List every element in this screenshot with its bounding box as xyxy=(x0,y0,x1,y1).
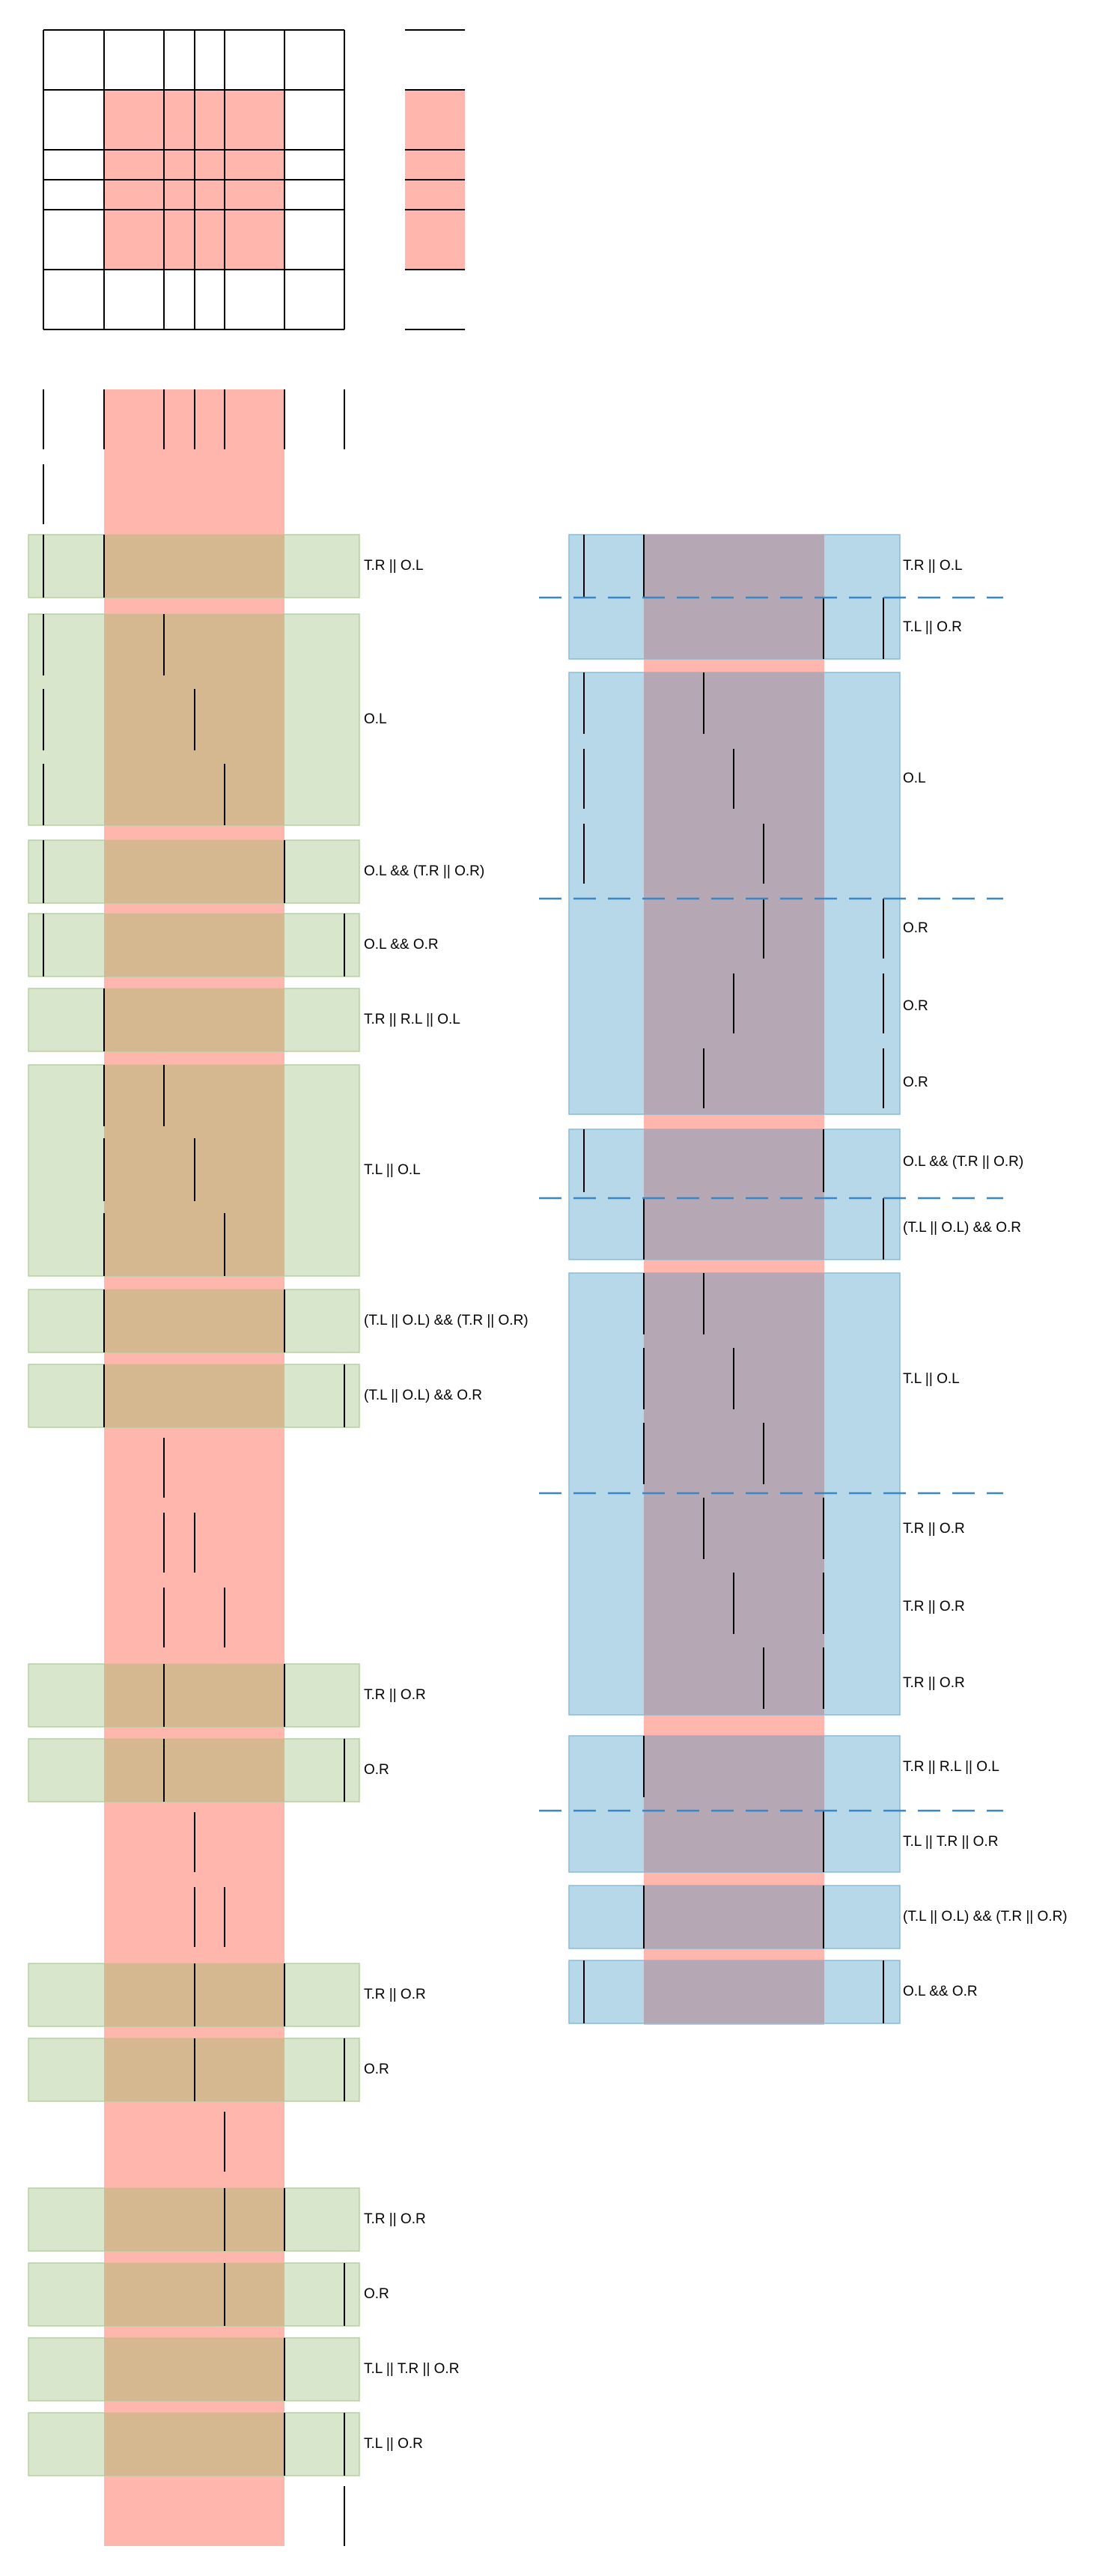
overlap-box-mixed xyxy=(104,2338,284,2401)
condition-label: T.R || O.R xyxy=(903,1675,965,1691)
condition-label: O.R xyxy=(364,2062,389,2077)
overlap-box-mixed xyxy=(104,840,284,903)
condition-label: T.R || O.R xyxy=(364,1687,426,1703)
condition-label: T.L || T.R || O.R xyxy=(364,2361,459,2377)
condition-label: T.R || O.R xyxy=(903,1599,965,1614)
condition-label: O.R xyxy=(364,2286,389,2302)
condition-label: O.L && (T.R || O.R) xyxy=(903,1154,1023,1170)
overlap-box-mixed xyxy=(104,2413,284,2476)
condition-label: T.L || O.R xyxy=(364,2436,423,2452)
overlap-box-mixed xyxy=(104,1739,284,1802)
condition-label: T.L || O.L xyxy=(364,1162,421,1178)
condition-label: O.L xyxy=(903,771,926,786)
condition-label: T.R || O.L xyxy=(903,558,963,574)
condition-label: T.R || O.R xyxy=(903,1521,965,1537)
condition-label: T.R || R.L || O.L xyxy=(903,1759,999,1775)
overlap-box-mixed xyxy=(104,1364,284,1427)
condition-label: T.L || O.R xyxy=(903,619,962,635)
condition-label: O.R xyxy=(903,920,928,936)
condition-label: O.L && O.R xyxy=(364,937,439,953)
condition-label: T.R || O.L xyxy=(364,558,424,574)
overlap-box-mixed xyxy=(104,2263,284,2326)
overlap-box-mixed xyxy=(644,1886,824,1948)
condition-label: T.R || O.R xyxy=(364,2211,426,2227)
overlap-box-mixed xyxy=(104,535,284,598)
condition-label: (T.L || O.L) && O.R xyxy=(903,1220,1021,1236)
overlap-box-mixed xyxy=(104,1664,284,1727)
condition-label: (T.L || O.L) && O.R xyxy=(364,1388,482,1403)
overlap-box-mixed xyxy=(104,1289,284,1352)
overlap-box-mixed xyxy=(644,672,824,1114)
overlap-box-mixed xyxy=(644,1129,824,1260)
condition-label: (T.L || O.L) && (T.R || O.R) xyxy=(903,1909,1068,1925)
overlap-box-mixed xyxy=(104,914,284,976)
overlap-box-mixed xyxy=(644,1960,824,2023)
condition-label: T.R || R.L || O.L xyxy=(364,1012,460,1027)
condition-label: O.R xyxy=(364,1762,389,1778)
condition-label: (T.L || O.L) && (T.R || O.R) xyxy=(364,1313,529,1328)
overlap-box-mixed xyxy=(104,988,284,1051)
condition-label: T.L || O.L xyxy=(903,1371,960,1387)
condition-label: O.L && O.R xyxy=(903,1984,978,1999)
condition-label: O.L && (T.R || O.R) xyxy=(364,863,484,879)
overlap-box-mixed xyxy=(644,1736,824,1872)
condition-label: T.R || O.R xyxy=(364,1987,426,2002)
condition-label: T.L || T.R || O.R xyxy=(903,1834,998,1850)
condition-label: O.R xyxy=(903,998,928,1014)
condition-label: O.R xyxy=(903,1075,928,1090)
condition-label: O.L xyxy=(364,711,387,727)
overlap-box-mixed xyxy=(104,2188,284,2251)
